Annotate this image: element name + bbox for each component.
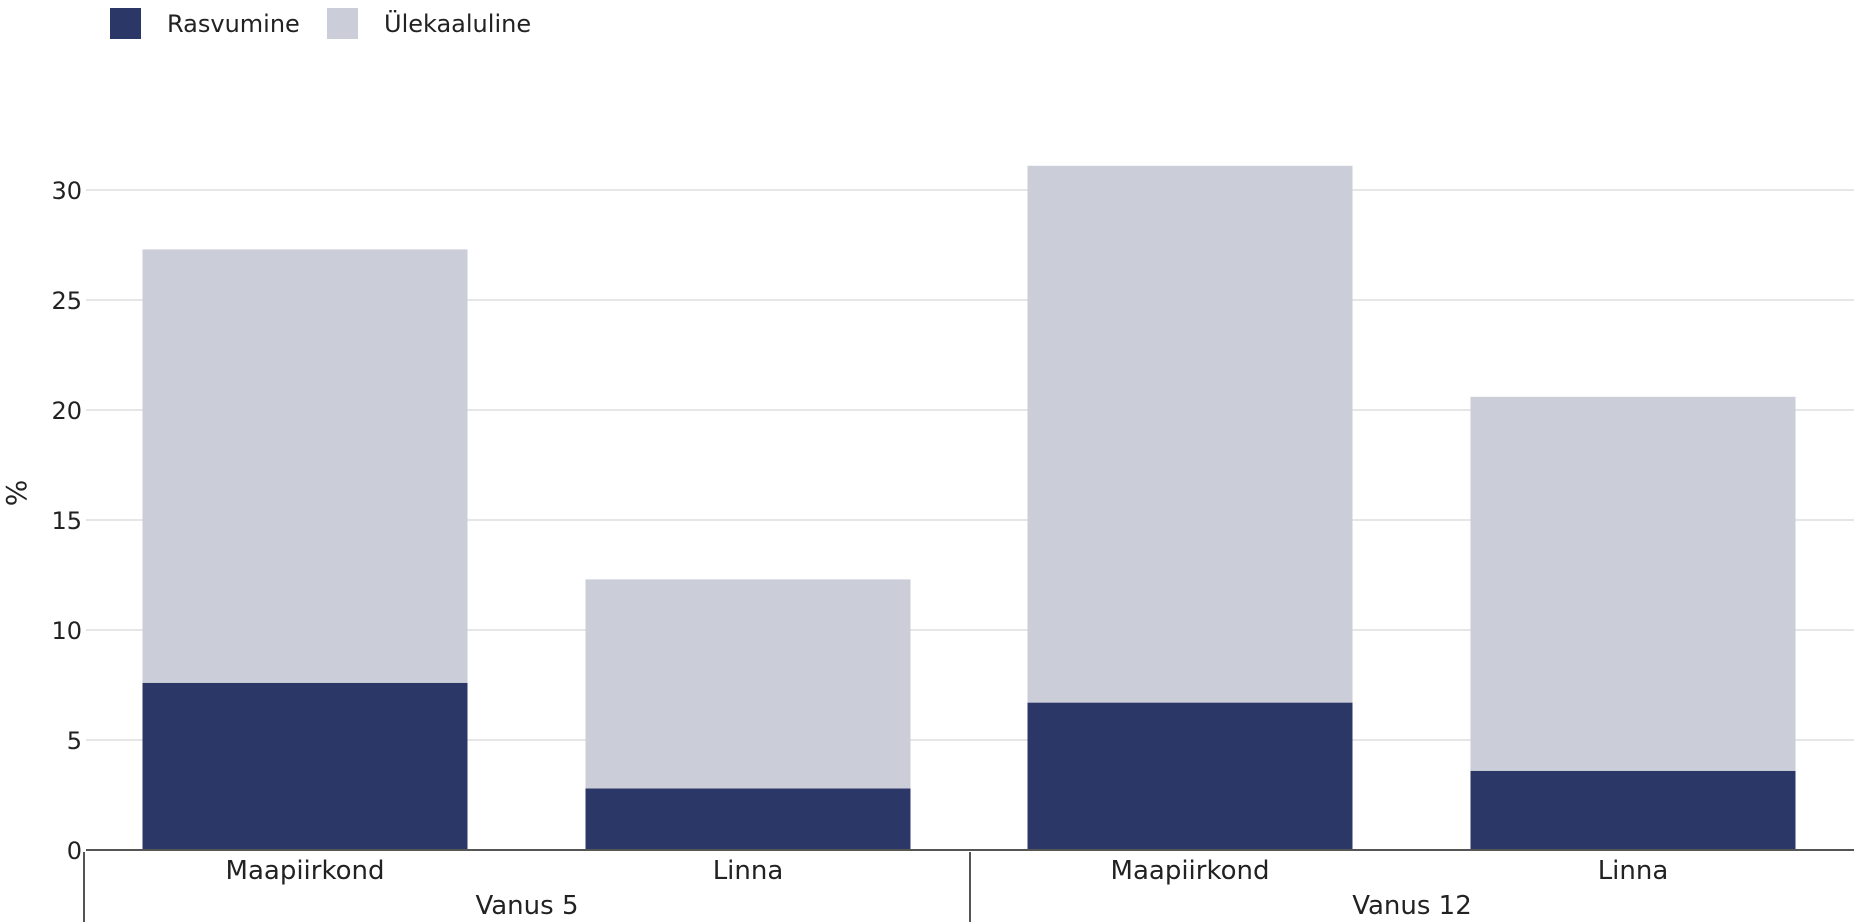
legend-swatch	[110, 8, 141, 39]
bar--lekaaluline-0	[142, 249, 468, 683]
bar-rasvumine-3	[1470, 770, 1796, 850]
bar--lekaaluline-2	[1027, 165, 1353, 703]
y-tick-label: 5	[67, 727, 82, 755]
legend-label: Rasvumine	[167, 10, 300, 38]
legend: Rasvumine Ülekaaluline	[110, 8, 531, 39]
category-label: Linna	[713, 856, 784, 886]
group-label: Vanus 12	[1352, 891, 1472, 921]
y-tick-label: 25	[51, 287, 82, 315]
bar-rasvumine-0	[142, 682, 468, 850]
legend-label: Ülekaaluline	[384, 9, 531, 38]
y-axis-ticks: 0 5 10 15 20 25 30	[51, 177, 82, 865]
y-tick-label: 15	[51, 507, 82, 535]
category-label: Linna	[1598, 856, 1669, 886]
bar-rasvumine-1	[585, 788, 911, 850]
y-tick-label: 0	[67, 837, 82, 865]
group-label: Vanus 5	[475, 891, 578, 921]
y-tick-label: 10	[51, 617, 82, 645]
y-axis-title: %	[0, 480, 33, 507]
y-tick-label: 20	[51, 397, 82, 425]
category-label: Maapiirkond	[226, 856, 385, 886]
legend-swatch	[327, 8, 358, 39]
x-axis: Maapiirkond Linna Maapiirkond Linna Vanus 5 V…	[83, 849, 1854, 922]
y-tick-label: 30	[51, 177, 82, 205]
category-label: Maapiirkond	[1111, 856, 1270, 886]
bar--lekaaluline-3	[1470, 396, 1796, 771]
bar--lekaaluline-1	[585, 579, 911, 789]
bars	[142, 165, 1796, 850]
bar-rasvumine-2	[1027, 702, 1353, 850]
